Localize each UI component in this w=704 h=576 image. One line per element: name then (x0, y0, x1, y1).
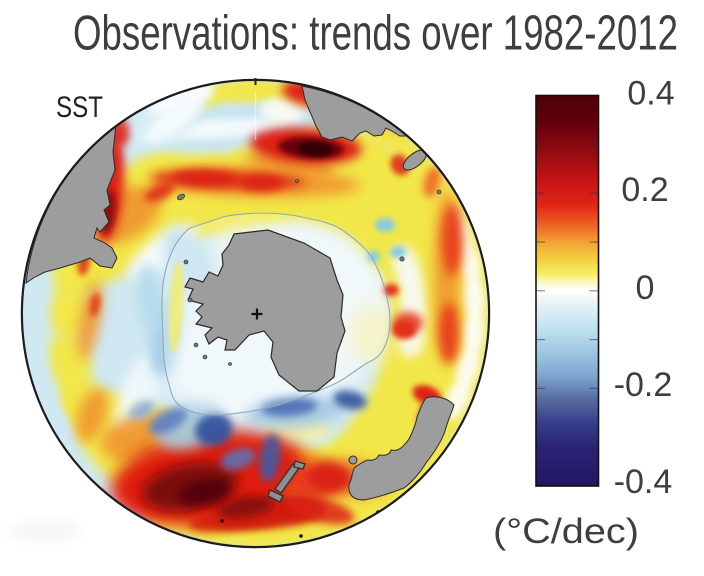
svg-text:0: 0 (636, 269, 655, 307)
svg-text:Observations: trends over 1982: Observations: trends over 1982-2012 (73, 7, 678, 61)
svg-text:SST: SST (56, 91, 103, 124)
svg-text:-0.2: -0.2 (614, 366, 673, 404)
svg-text:0.4: 0.4 (627, 75, 674, 113)
svg-text:0.2: 0.2 (621, 171, 668, 209)
svg-text:-0.4: -0.4 (614, 463, 673, 501)
svg-text:(°C/dec): (°C/dec) (493, 512, 639, 551)
